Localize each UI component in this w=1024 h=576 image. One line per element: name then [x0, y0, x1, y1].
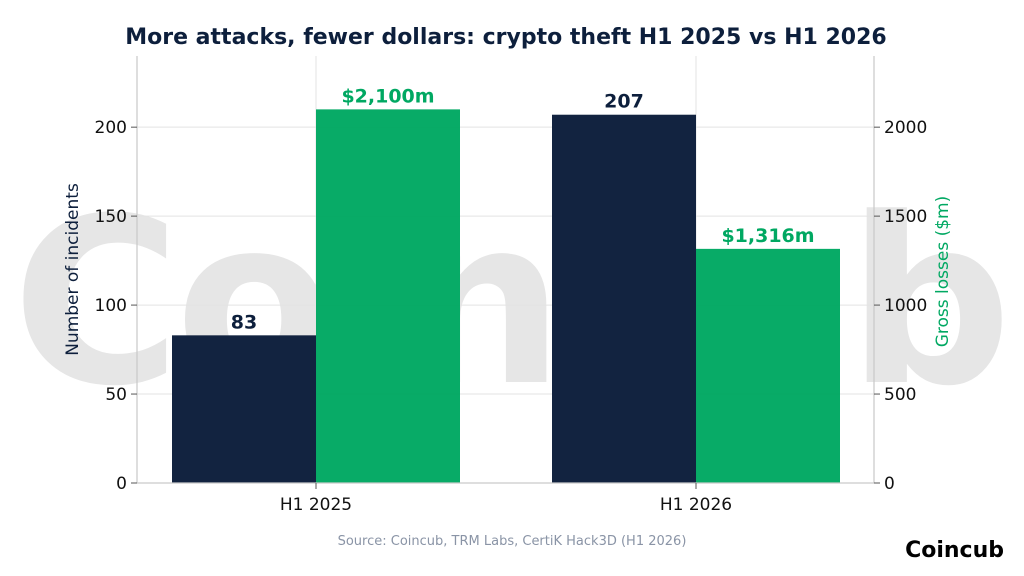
chart-title: More attacks, fewer dollars: crypto thef… [125, 25, 886, 50]
y-axis-left-label: Number of incidents [63, 183, 83, 356]
y-tick-left: 200 [95, 118, 127, 138]
axes [131, 56, 880, 489]
y-tick-left: 150 [95, 207, 127, 227]
y-tick-left: 0 [116, 474, 127, 494]
coincub-watermark: Coincub [12, 170, 1012, 437]
bars [172, 109, 840, 484]
data-labels: 83 207 $2,100m $1,316m [231, 85, 815, 333]
y-tick-right: 1000 [884, 296, 927, 316]
data-label: $2,100m [341, 85, 434, 107]
y-tick-right: 2000 [884, 118, 927, 138]
y-axis-right-label: Gross losses ($m) [933, 196, 953, 348]
bar [552, 114, 696, 484]
y-tick-right: 0 [884, 474, 895, 494]
data-label: 207 [604, 91, 644, 113]
source-note: Source: Coincub, TRM Labs, CertiK Hack3D… [338, 534, 687, 549]
bar [316, 109, 460, 483]
data-label: $1,316m [721, 225, 814, 247]
x-tick: H1 2025 [280, 495, 352, 515]
bar [172, 335, 316, 483]
data-label: 83 [231, 311, 257, 333]
bar [696, 248, 840, 483]
x-tick: H1 2026 [660, 495, 732, 515]
y-tick-right: 1500 [884, 207, 927, 227]
y-tick-left: 100 [95, 296, 127, 316]
y-tick-right: 500 [884, 385, 916, 405]
y-tick-left: 50 [105, 385, 127, 405]
brand-logo: Coincub [905, 538, 1004, 563]
